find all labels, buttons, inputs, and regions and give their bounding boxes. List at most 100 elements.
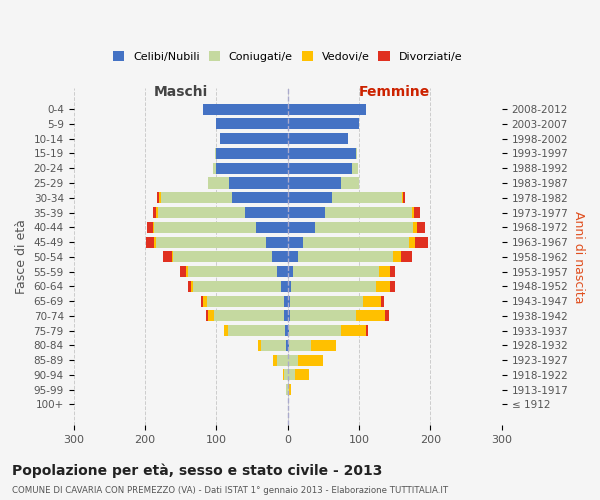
Bar	[332, 192, 402, 203]
Bar	[153, 207, 157, 218]
Bar	[311, 340, 335, 351]
Bar	[287, 354, 298, 366]
Bar	[385, 310, 389, 322]
Bar	[287, 148, 356, 159]
Bar	[157, 207, 158, 218]
Bar	[258, 340, 261, 351]
Bar	[287, 236, 304, 248]
Bar	[287, 296, 290, 306]
Bar	[217, 162, 287, 174]
Bar	[284, 296, 287, 306]
Bar	[315, 222, 413, 233]
Bar	[284, 370, 287, 380]
Bar	[217, 118, 287, 130]
Bar	[289, 325, 341, 336]
Bar	[266, 236, 287, 248]
Bar	[287, 162, 352, 174]
Bar	[380, 296, 384, 306]
Bar	[286, 384, 287, 395]
Bar	[154, 236, 155, 248]
Bar	[232, 192, 287, 203]
Bar	[341, 325, 365, 336]
Bar	[229, 178, 287, 188]
Bar	[146, 236, 154, 248]
Bar	[287, 340, 289, 351]
Bar	[287, 266, 293, 277]
Bar	[277, 354, 287, 366]
Bar	[172, 252, 173, 262]
Bar	[161, 192, 232, 203]
Bar	[413, 222, 417, 233]
Bar	[287, 222, 315, 233]
Bar	[287, 370, 295, 380]
Bar	[287, 133, 349, 144]
Bar	[417, 222, 425, 233]
Bar	[203, 104, 287, 115]
Bar	[272, 252, 287, 262]
Bar	[287, 384, 289, 395]
Bar	[304, 236, 409, 248]
Bar	[287, 281, 291, 292]
Bar	[286, 340, 287, 351]
Bar	[228, 325, 285, 336]
Bar	[401, 252, 412, 262]
Bar	[287, 178, 341, 188]
Bar	[214, 310, 284, 322]
Bar	[180, 266, 185, 277]
Bar	[159, 192, 161, 203]
Bar	[207, 296, 284, 306]
Bar	[158, 207, 245, 218]
Bar	[274, 354, 277, 366]
Bar	[293, 266, 379, 277]
Y-axis label: Anni di nascita: Anni di nascita	[572, 210, 585, 303]
Bar	[261, 340, 286, 351]
Bar	[362, 296, 380, 306]
Bar	[409, 236, 415, 248]
Bar	[191, 281, 193, 292]
Bar	[287, 252, 298, 262]
Bar	[390, 281, 395, 292]
Bar	[291, 281, 376, 292]
Bar	[220, 133, 287, 144]
Bar	[284, 310, 287, 322]
Bar	[202, 296, 203, 306]
Bar	[157, 192, 159, 203]
Bar	[281, 281, 287, 292]
Bar	[376, 281, 390, 292]
Bar	[173, 252, 272, 262]
Bar	[365, 325, 368, 336]
Legend: Celibi/Nubili, Coniugati/e, Vedovi/e, Divorziati/e: Celibi/Nubili, Coniugati/e, Vedovi/e, Di…	[109, 46, 467, 66]
Bar	[289, 384, 291, 395]
Bar	[287, 325, 289, 336]
Bar	[283, 370, 284, 380]
Bar	[352, 162, 358, 174]
Bar	[287, 192, 332, 203]
Text: COMUNE DI CAVARIA CON PREMEZZO (VA) - Dati ISTAT 1° gennaio 2013 - Elaborazione : COMUNE DI CAVARIA CON PREMEZZO (VA) - Da…	[12, 486, 448, 495]
Bar	[415, 236, 428, 248]
Bar	[277, 266, 287, 277]
Bar	[287, 310, 290, 322]
Bar	[256, 222, 287, 233]
Bar	[287, 207, 325, 218]
Bar	[188, 281, 191, 292]
Bar	[356, 310, 385, 322]
Text: Popolazione per età, sesso e stato civile - 2013: Popolazione per età, sesso e stato civil…	[12, 463, 382, 477]
Bar	[215, 148, 217, 159]
Bar	[185, 266, 188, 277]
Bar	[213, 162, 217, 174]
Bar	[203, 296, 207, 306]
Text: Femmine: Femmine	[359, 85, 430, 99]
Bar	[390, 266, 395, 277]
Bar	[154, 222, 256, 233]
Bar	[295, 370, 309, 380]
Bar	[287, 104, 366, 115]
Bar	[414, 207, 420, 218]
Bar	[412, 207, 414, 218]
Bar	[379, 266, 390, 277]
Bar	[298, 354, 323, 366]
Y-axis label: Fasce di età: Fasce di età	[15, 220, 28, 294]
Bar	[325, 207, 412, 218]
Bar	[289, 340, 311, 351]
Bar	[188, 266, 277, 277]
Bar	[287, 118, 359, 130]
